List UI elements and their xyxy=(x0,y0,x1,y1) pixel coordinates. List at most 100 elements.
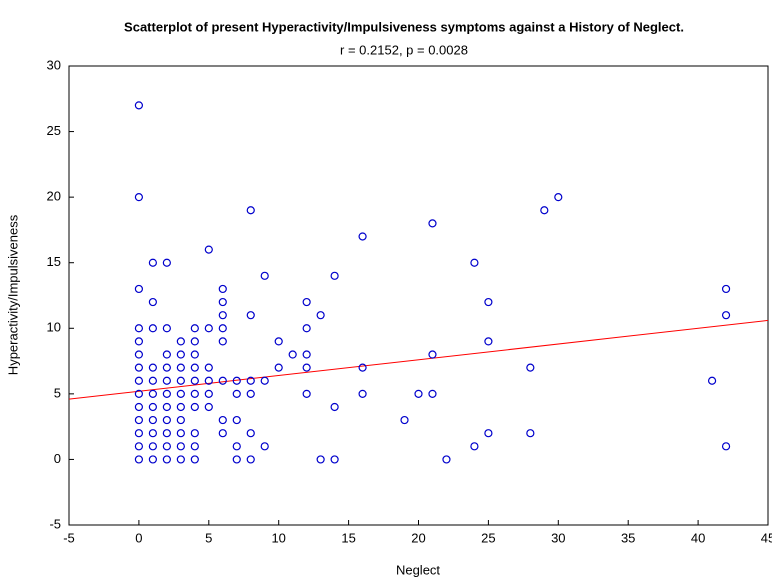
point xyxy=(302,363,311,372)
point xyxy=(721,311,731,320)
point xyxy=(218,324,227,333)
x-tick-label: 15 xyxy=(341,530,355,545)
y-tick-label: 25 xyxy=(47,123,61,138)
point xyxy=(148,297,157,307)
y-tick-label: 20 xyxy=(47,189,61,204)
point xyxy=(218,376,227,385)
point xyxy=(246,206,255,215)
chart-subtitle: r = 0.2152, p = 0.0028 xyxy=(340,42,468,57)
point xyxy=(190,442,199,451)
point xyxy=(134,350,143,359)
point xyxy=(330,271,339,280)
point xyxy=(428,219,437,228)
point xyxy=(358,232,367,241)
x-tick-label: 5 xyxy=(205,530,212,545)
y-tick-label: 30 xyxy=(47,57,61,72)
point xyxy=(302,324,311,333)
point xyxy=(148,389,157,398)
point xyxy=(204,245,213,254)
x-tick-label: 10 xyxy=(271,530,285,545)
point xyxy=(330,402,339,412)
point xyxy=(302,350,311,359)
point xyxy=(162,258,171,267)
point xyxy=(526,363,535,372)
point xyxy=(148,258,157,267)
point xyxy=(470,258,479,267)
point xyxy=(204,363,213,372)
point xyxy=(442,455,451,464)
point xyxy=(176,455,185,464)
point xyxy=(204,324,213,333)
x-tick-label: 25 xyxy=(481,530,495,545)
point xyxy=(134,402,143,412)
y-tick-label: -5 xyxy=(49,516,61,531)
point xyxy=(162,363,171,372)
point xyxy=(162,415,171,425)
point xyxy=(162,389,171,398)
point xyxy=(316,311,325,320)
point xyxy=(218,337,227,346)
point xyxy=(134,455,143,464)
point xyxy=(176,376,185,385)
point xyxy=(288,350,297,359)
point xyxy=(190,429,199,438)
point xyxy=(246,389,255,398)
x-tick-label: 20 xyxy=(411,530,425,545)
point xyxy=(358,389,367,398)
point xyxy=(162,350,171,359)
point xyxy=(134,415,143,425)
point xyxy=(274,337,283,346)
point xyxy=(302,297,311,307)
point xyxy=(232,415,241,425)
point xyxy=(176,350,185,359)
point xyxy=(526,429,535,438)
point xyxy=(414,389,423,398)
point xyxy=(246,376,255,385)
point xyxy=(134,324,143,333)
y-tick-label: 0 xyxy=(54,451,61,466)
point xyxy=(134,363,143,372)
point xyxy=(302,389,311,398)
point xyxy=(190,389,199,398)
point xyxy=(470,442,479,451)
x-tick-label: 0 xyxy=(135,530,142,545)
point xyxy=(190,455,199,464)
x-tick-label: 35 xyxy=(621,530,635,545)
chart-title: Scatterplot of present Hyperactivity/Imp… xyxy=(124,19,684,34)
point xyxy=(148,455,157,464)
x-tick-label: -5 xyxy=(63,530,75,545)
point xyxy=(176,402,185,412)
trend-line xyxy=(68,319,769,400)
point xyxy=(484,337,493,346)
point xyxy=(218,311,227,320)
point xyxy=(162,442,171,451)
x-tick-label: 40 xyxy=(691,530,705,545)
point xyxy=(400,415,409,425)
point xyxy=(721,284,731,294)
point xyxy=(162,376,171,385)
plot-frame xyxy=(68,65,769,526)
point xyxy=(176,389,185,398)
point xyxy=(162,324,171,333)
point xyxy=(246,455,255,464)
point xyxy=(148,363,157,372)
point xyxy=(540,206,549,215)
point xyxy=(134,101,143,110)
x-axis-label: Neglect xyxy=(396,562,440,577)
point xyxy=(162,455,171,464)
point xyxy=(190,376,199,385)
y-axis-label: Hyperactivity/Impulsiveness xyxy=(5,214,20,375)
point xyxy=(232,455,241,464)
point xyxy=(218,429,227,438)
point xyxy=(176,337,185,346)
point xyxy=(190,337,199,346)
point xyxy=(232,442,241,451)
point xyxy=(148,376,157,385)
point xyxy=(260,442,269,451)
point xyxy=(134,429,143,438)
point xyxy=(721,442,731,451)
point xyxy=(134,284,143,294)
point xyxy=(260,271,269,280)
y-tick-label: 10 xyxy=(47,320,61,335)
